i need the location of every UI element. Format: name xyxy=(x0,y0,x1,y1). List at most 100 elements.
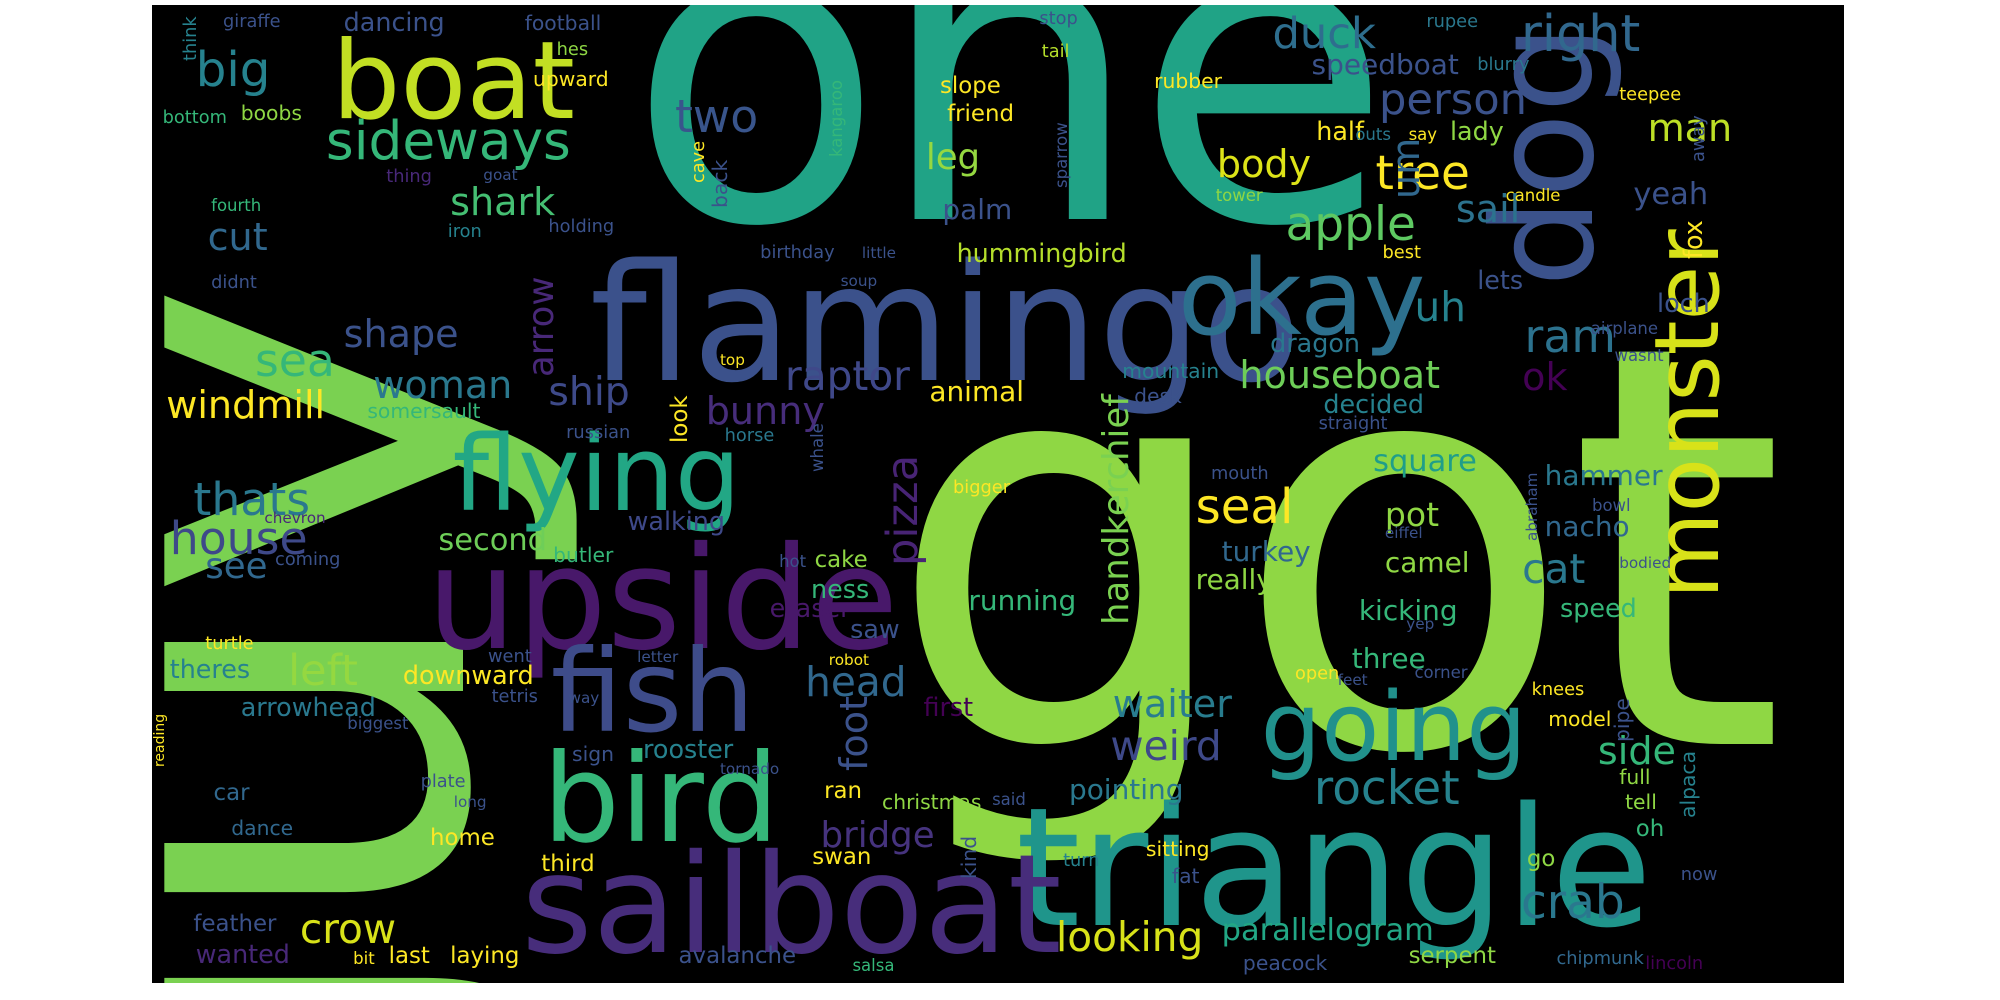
word-turtle: turtle xyxy=(205,632,254,654)
word-horse: horse xyxy=(724,424,775,446)
word-open: open xyxy=(1294,663,1340,685)
word-hes: hes xyxy=(556,38,589,60)
word-woman: woman xyxy=(373,362,513,407)
word-chevron: chevron xyxy=(264,508,326,527)
word-laying: laying xyxy=(450,942,520,969)
word-butler: butler xyxy=(553,542,614,567)
word-eiffel: eiffel xyxy=(1384,523,1423,542)
word-ram: ram xyxy=(1524,309,1616,363)
word-swan: swan xyxy=(812,843,872,870)
word-yep: yep xyxy=(1406,615,1435,634)
word-pipe: pipe xyxy=(1610,697,1635,742)
word-feet: feet xyxy=(1337,671,1368,690)
word-um: um xyxy=(1384,138,1429,200)
word-mountain: mountain xyxy=(1122,358,1220,383)
word-reading: reading xyxy=(152,714,169,768)
word-christmas: christmas xyxy=(882,790,982,815)
word-kind: kind xyxy=(956,835,981,879)
word-cat: cat xyxy=(1522,544,1586,593)
word-chipmunk: chipmunk xyxy=(1556,947,1644,969)
word-letter: letter xyxy=(637,648,679,667)
word-lincoln: lincoln xyxy=(1645,953,1704,975)
word-kangaroo: kangaroo xyxy=(826,80,846,158)
word-got: got xyxy=(885,224,1787,876)
word-upside: upside xyxy=(426,516,899,683)
word-salsa: salsa xyxy=(852,955,895,975)
word-parallelogram: parallelogram xyxy=(1221,912,1434,948)
word-theres: theres xyxy=(169,653,251,684)
word-flying: flying xyxy=(452,412,741,535)
word-speed: speed xyxy=(1560,592,1637,623)
word-rupee: rupee xyxy=(1426,10,1479,32)
word-go: go xyxy=(1526,846,1556,873)
word-waiter: waiter xyxy=(1112,681,1232,726)
word-slope: slope xyxy=(940,72,1001,99)
word-weird: weird xyxy=(1110,722,1222,771)
word-bit: bit xyxy=(353,949,375,969)
word-bodied: bodied xyxy=(1619,554,1672,573)
word-knees: knees xyxy=(1531,678,1585,700)
word-big: big xyxy=(195,41,271,98)
word-wasnt: wasnt xyxy=(1614,345,1664,365)
word-see: see xyxy=(205,545,268,587)
word-third: third xyxy=(541,851,595,878)
word-sparrow: sparrow xyxy=(1051,122,1071,188)
word-long: long xyxy=(453,793,487,812)
word-thats: thats xyxy=(193,473,311,527)
word-back: back xyxy=(708,159,733,209)
word-cloud: got got one guy flamingo triangle upside… xyxy=(152,5,1844,983)
word-way: way xyxy=(568,688,600,707)
word-russian: russian xyxy=(566,422,631,444)
word-bunny: bunny xyxy=(705,389,825,434)
word-lady: lady xyxy=(1449,116,1504,147)
word-avalanche: avalanche xyxy=(678,942,797,969)
word-crow: crow xyxy=(299,905,397,954)
word-sign: sign xyxy=(572,742,615,767)
word-biggest: biggest xyxy=(347,714,409,734)
word-cake: cake xyxy=(814,546,868,573)
word-right: right xyxy=(1520,5,1641,63)
word-desk: desk xyxy=(1134,384,1182,409)
word-sailboat: sailboat xyxy=(521,825,1062,983)
word-alpaca: alpaca xyxy=(1676,750,1701,818)
word-foot: foot xyxy=(831,695,876,771)
word-first: first xyxy=(923,691,974,722)
word-person: person xyxy=(1378,74,1527,125)
word-rooster: rooster xyxy=(643,733,734,764)
word-dragon: dragon xyxy=(1270,328,1360,359)
word-boat: boat xyxy=(331,18,575,144)
word-bottom: bottom xyxy=(162,107,227,129)
word-kicking: kicking xyxy=(1358,593,1458,627)
word-outs: outs xyxy=(1355,124,1391,144)
word-tree: tree xyxy=(1375,145,1470,201)
word-straight: straight xyxy=(1318,413,1388,435)
word-sail: sail xyxy=(1455,187,1521,232)
word-loch: loch xyxy=(1657,287,1710,318)
word-bigger: bigger xyxy=(953,476,1011,498)
word-look: look xyxy=(667,395,694,444)
word-handkerchief: handkerchief xyxy=(1095,394,1137,625)
word-boobs: boobs xyxy=(240,100,302,125)
word-head: head xyxy=(805,657,907,706)
word-fox: fox xyxy=(1677,220,1708,260)
word-think: think xyxy=(179,16,201,61)
word-flamingo: flamingo xyxy=(589,229,1301,419)
word-one: one xyxy=(627,5,1393,319)
word-palm: palm xyxy=(942,192,1013,226)
word-hummingbird: hummingbird xyxy=(956,238,1127,269)
word-car: car xyxy=(213,780,250,807)
word-candle: candle xyxy=(1505,185,1561,205)
word-cut: cut xyxy=(207,215,268,260)
word-football: football xyxy=(524,10,602,35)
word-raptor: raptor xyxy=(785,351,910,400)
word-saw: saw xyxy=(850,614,900,645)
word-say: say xyxy=(1408,124,1438,144)
word-leg: leg xyxy=(925,136,981,178)
word-apple: apple xyxy=(1285,196,1416,252)
word-blurry: blurry xyxy=(1477,53,1530,75)
word-airplane: airplane xyxy=(1590,319,1659,339)
word-holding: holding xyxy=(548,216,615,238)
word-now: now xyxy=(1680,864,1718,886)
word-went: went xyxy=(488,645,532,667)
word-tetris: tetris xyxy=(491,686,538,708)
